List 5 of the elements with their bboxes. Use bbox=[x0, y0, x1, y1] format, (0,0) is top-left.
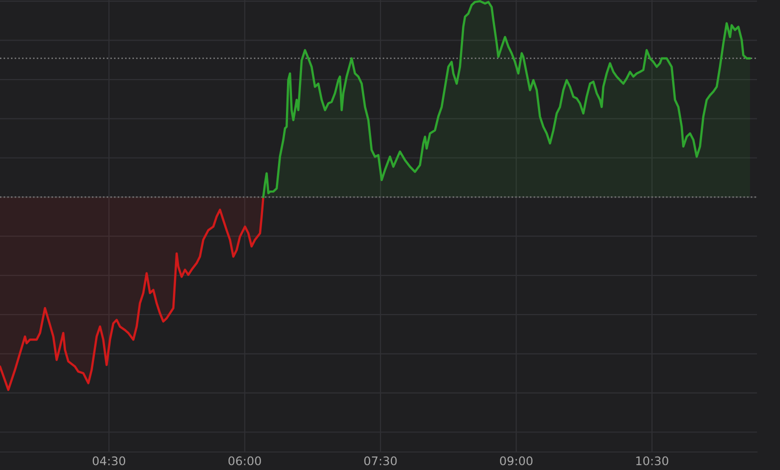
x-tick-label: 04:30 bbox=[92, 456, 126, 466]
x-tick-label: 06:00 bbox=[228, 456, 261, 466]
x-tick-label: 09:00 bbox=[500, 456, 532, 466]
x-tick-label: 07:30 bbox=[364, 456, 397, 466]
x-tick-label: 10:30 bbox=[636, 456, 668, 466]
